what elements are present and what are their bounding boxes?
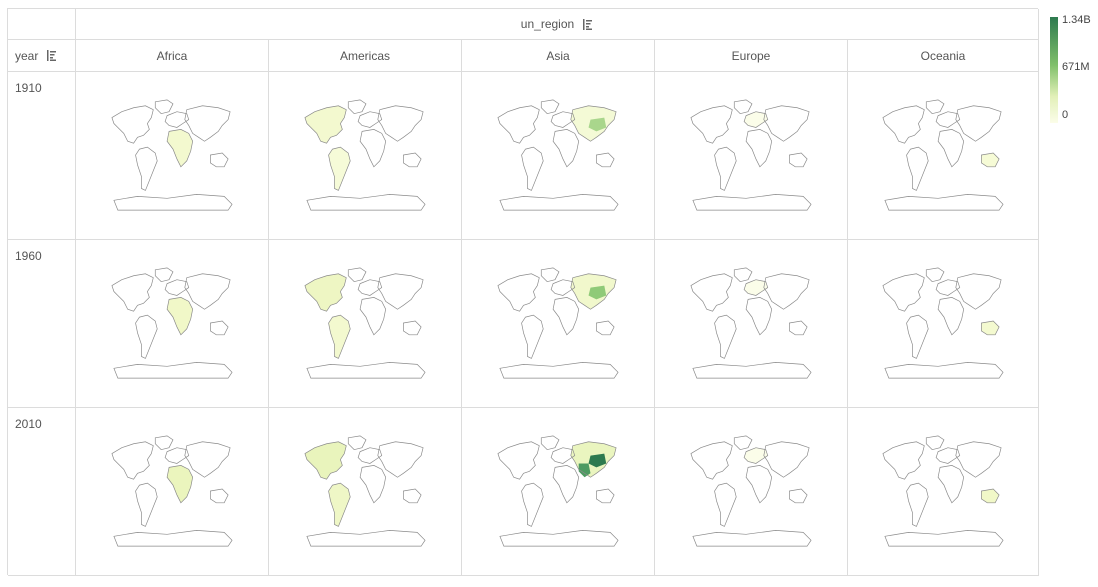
column-header-americas: Americas bbox=[269, 40, 462, 72]
column-header-africa: Africa bbox=[76, 40, 269, 72]
legend-color-bar bbox=[1050, 17, 1058, 123]
map-2010-europe[interactable] bbox=[655, 408, 848, 576]
map-1910-europe[interactable] bbox=[655, 72, 848, 240]
row-field-header[interactable]: year bbox=[8, 40, 76, 72]
map-1960-americas[interactable] bbox=[269, 240, 462, 408]
column-field-header[interactable]: un_region bbox=[76, 9, 1039, 40]
legend-min-label: 0 bbox=[1062, 109, 1069, 121]
map-2010-americas[interactable] bbox=[269, 408, 462, 576]
row-label-1910: 1910 bbox=[8, 72, 76, 240]
map-1960-africa[interactable] bbox=[76, 240, 269, 408]
map-1910-americas[interactable] bbox=[269, 72, 462, 240]
column-header-europe: Europe bbox=[655, 40, 848, 72]
map-1910-oceania[interactable] bbox=[848, 72, 1039, 240]
sort-descending-icon[interactable] bbox=[582, 18, 593, 30]
map-1910-africa[interactable] bbox=[76, 72, 269, 240]
map-2010-oceania[interactable] bbox=[848, 408, 1039, 576]
row-label-2010: 2010 bbox=[8, 408, 76, 576]
map-1910-asia[interactable] bbox=[462, 72, 655, 240]
facet-grid: un_region year Africa Americas Asia Euro… bbox=[7, 8, 1039, 576]
row-field-label: year bbox=[15, 48, 39, 63]
color-legend: 1.34B 671M 0 bbox=[1050, 14, 1098, 124]
column-field-label: un_region bbox=[520, 17, 575, 31]
map-2010-asia[interactable] bbox=[462, 408, 655, 576]
legend-mid-label: 671M bbox=[1062, 61, 1090, 73]
corner-cell bbox=[8, 9, 76, 40]
map-2010-africa[interactable] bbox=[76, 408, 269, 576]
legend-max-label: 1.34B bbox=[1062, 14, 1091, 26]
map-1960-europe[interactable] bbox=[655, 240, 848, 408]
map-1960-asia[interactable] bbox=[462, 240, 655, 408]
row-label-1960: 1960 bbox=[8, 240, 76, 408]
sort-descending-icon[interactable] bbox=[46, 50, 57, 61]
map-1960-oceania[interactable] bbox=[848, 240, 1039, 408]
column-header-asia: Asia bbox=[462, 40, 655, 72]
column-header-oceania: Oceania bbox=[848, 40, 1039, 72]
